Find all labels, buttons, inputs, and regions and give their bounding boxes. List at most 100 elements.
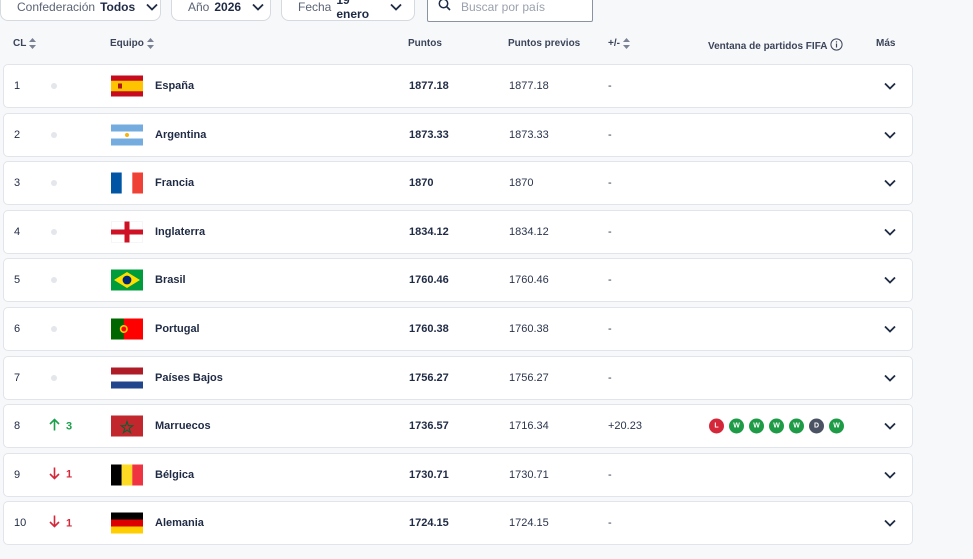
table-row[interactable]: 7 Países Bajos 1756.27 1756.27 - [3, 355, 913, 400]
info-icon[interactable] [830, 38, 844, 54]
spain-flag [111, 75, 143, 97]
table-row[interactable]: 5 Brasil 1760.46 1760.46 - [3, 258, 913, 303]
rank-value: 1 [14, 80, 21, 92]
confederation-value: Todos [100, 0, 136, 14]
match-result-badge[interactable]: L [709, 418, 724, 434]
table-row[interactable]: 2 Argentina 1873.33 1873.33 - [3, 112, 913, 157]
points-change-value: - [608, 128, 612, 141]
search-input[interactable] [459, 0, 583, 15]
search-icon [438, 0, 451, 16]
team-name[interactable]: Brasil [155, 274, 186, 287]
rank-change [49, 83, 57, 89]
match-result-badge[interactable]: D [809, 418, 824, 434]
previous-points-value: 1873.33 [509, 128, 549, 141]
rank-value: 3 [14, 177, 21, 190]
chevron-down-icon[interactable] [884, 276, 896, 285]
team-name[interactable]: Portugal [155, 323, 200, 335]
team-name[interactable]: España [155, 80, 195, 92]
table-row[interactable]: 8 3 Marruecos 1736.57 1716.34 +20.23 L W W W W D W [3, 404, 913, 449]
team-name[interactable]: Marruecos [155, 420, 211, 433]
previous-points-value: 1716.34 [509, 420, 549, 433]
rank-column-header[interactable]: CL [13, 38, 37, 49]
chevron-down-icon[interactable] [884, 82, 896, 90]
points-value: 1736.57 [409, 420, 449, 433]
chevron-down-icon[interactable] [884, 228, 896, 236]
date-dropdown[interactable]: Fecha 19 enero [281, 0, 415, 21]
morocco-flag [111, 415, 143, 437]
match-result-badge[interactable]: W [749, 418, 764, 434]
chevron-down-icon[interactable] [884, 374, 896, 382]
points-change-value: - [608, 225, 612, 238]
chevron-down-icon[interactable] [884, 519, 896, 528]
sort-icon [622, 38, 630, 49]
rank-change [49, 180, 57, 187]
rank-value: 6 [14, 323, 21, 335]
team-name[interactable]: Bélgica [155, 468, 195, 481]
no-change-dot-icon [51, 326, 57, 332]
netherlands-flag [111, 367, 143, 389]
team-name[interactable]: Alemania [155, 517, 204, 530]
filter-bar: Confederación Todos Año 2026 Fecha 19 en… [0, 0, 973, 22]
chevron-down-icon[interactable] [884, 422, 896, 430]
change-header-label: +/- [608, 38, 620, 49]
confederation-dropdown[interactable]: Confederación Todos [0, 0, 161, 21]
chevron-down-icon[interactable] [884, 179, 896, 187]
chevron-down-icon[interactable] [884, 325, 896, 333]
points-value: 1730.71 [409, 468, 449, 481]
team-name[interactable]: Países Bajos [155, 371, 223, 384]
points-value: 1873.33 [409, 128, 449, 141]
match-result-badge[interactable]: W [729, 418, 744, 434]
no-change-dot-icon [51, 131, 57, 138]
england-flag [111, 221, 143, 243]
previous-points-value: 1870 [509, 177, 534, 190]
rank-header-label: CL [13, 38, 27, 49]
points-value: 1870 [409, 177, 434, 190]
match-window-column-header: Ventana de partidos FIFA [708, 38, 844, 54]
rank-change-value: 1 [66, 468, 73, 481]
points-value: 1834.12 [409, 225, 449, 238]
table-row[interactable]: 3 Francia 1870 1870 - [3, 161, 913, 206]
match-window-header-label: Ventana de partidos FIFA [708, 40, 828, 52]
chevron-down-icon[interactable] [884, 471, 896, 479]
rank-change-value: 1 [66, 517, 73, 530]
chevron-down-icon [146, 3, 158, 11]
no-change-dot-icon [51, 228, 57, 235]
points-change-value: - [608, 371, 612, 384]
rank-value: 8 [14, 420, 21, 433]
match-result-badge[interactable]: W [789, 418, 804, 434]
table-row[interactable]: 4 Inglaterra 1834.12 1834.12 - [3, 209, 913, 254]
table-row[interactable]: 10 1 Alemania 1724.15 1724.15 - [3, 501, 913, 546]
rank-change [49, 131, 57, 138]
rank-value: 9 [14, 468, 21, 481]
points-header-label: Puntos [408, 38, 442, 49]
rank-change: 1 [49, 467, 72, 482]
rank-change [49, 374, 57, 381]
rank-value: 7 [14, 371, 21, 384]
chevron-down-icon[interactable] [884, 131, 896, 139]
no-change-dot-icon [51, 83, 57, 89]
team-name[interactable]: Argentina [155, 128, 207, 141]
points-value: 1756.27 [409, 371, 449, 384]
previous-points-value: 1760.38 [509, 323, 549, 335]
team-column-header[interactable]: Equipo [110, 38, 154, 49]
table-row[interactable]: 9 1 Bélgica 1730.71 1730.71 - [3, 452, 913, 497]
arrow-down-icon [49, 467, 60, 482]
table-row[interactable]: 6 Portugal 1760.38 1760.38 - [3, 307, 913, 351]
no-change-dot-icon [51, 374, 57, 381]
chevron-down-icon [252, 3, 264, 11]
previous-points-column-header: Puntos previos [508, 38, 580, 49]
change-column-header[interactable]: +/- [608, 38, 630, 49]
chevron-down-icon [390, 3, 402, 11]
team-name[interactable]: Inglaterra [155, 225, 206, 238]
match-result-badge[interactable]: W [769, 418, 784, 434]
team-name[interactable]: Francia [155, 177, 195, 190]
points-change-value: - [608, 177, 612, 190]
rank-change [49, 277, 57, 284]
table-row[interactable]: 1 España 1877.18 1877.18 - [3, 64, 913, 108]
more-column-header: Más [876, 38, 895, 49]
year-dropdown[interactable]: Año 2026 [171, 0, 271, 21]
match-result-badge[interactable]: W [829, 418, 844, 434]
portugal-flag [111, 318, 143, 340]
sort-icon [146, 38, 154, 49]
